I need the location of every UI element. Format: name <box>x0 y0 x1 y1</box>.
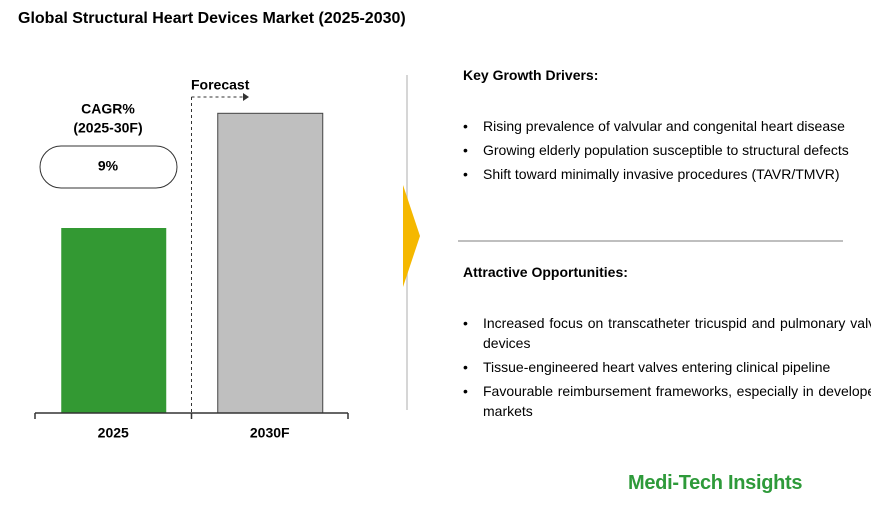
bar <box>217 112 324 414</box>
bullet-item: Increased focus on transcatheter tricusp… <box>463 313 871 353</box>
logo: Medi-Tech Insights <box>628 472 803 494</box>
x-tick-label: 2030F <box>250 425 290 441</box>
bar <box>61 228 167 413</box>
bullet-item: Shift toward minimally invasive procedur… <box>463 164 867 184</box>
cagr-label: CAGR% <box>81 101 135 117</box>
cagr-value: 9% <box>98 158 119 174</box>
arrow-head <box>243 93 249 101</box>
cagr-box <box>39 145 178 189</box>
bullet-list: Rising prevalence of valvular and congen… <box>458 116 867 188</box>
bullet-item: Favourable reimbursement frameworks, esp… <box>463 381 871 421</box>
bullet-list: Increased focus on transcatheter tricusp… <box>458 313 871 425</box>
chart-title: Global Structural Heart Devices Market (… <box>18 10 406 27</box>
bullet-item: Tissue-engineered heart valves entering … <box>463 357 871 377</box>
chevron <box>403 185 420 287</box>
x-tick-label: 2025 <box>98 425 129 441</box>
panel-title: Attractive Opportunities: <box>463 264 628 280</box>
bullet-item: Rising prevalence of valvular and congen… <box>463 116 867 136</box>
bullet-item: Growing elderly population susceptible t… <box>463 140 867 160</box>
cagr-label: (2025-30F) <box>73 120 142 136</box>
panel-title: Key Growth Drivers: <box>463 67 599 83</box>
forecast-label: Forecast <box>191 77 250 93</box>
